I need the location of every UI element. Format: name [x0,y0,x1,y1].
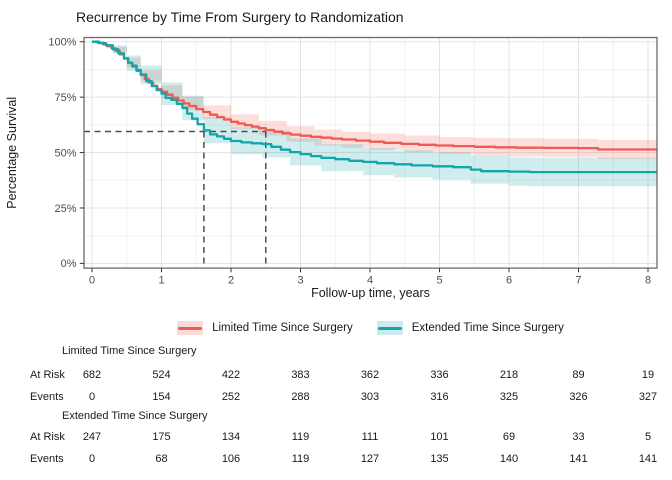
risk-row-label: At Risk [30,369,65,381]
risk-value: 154 [152,390,171,403]
chart-title: Recurrence by Time From Surgery to Rando… [76,9,404,25]
y-tick-label: 50% [54,147,76,159]
x-tick-label: 4 [367,275,373,287]
risk-value: 5 [644,431,652,443]
risk-value: 141 [638,452,658,465]
km-plot: 0 1 2 3 4 5 6 7 8 0% 25% 50% 75% 100% Follow-up time, … [5,37,658,300]
x-tick-label: 6 [506,275,512,287]
legend-line-limited-icon [178,326,203,330]
risk-value: 252 [221,390,241,403]
survival-curves [92,40,657,174]
risk-row-label: At Risk [30,431,65,443]
risk-value: 140 [499,452,519,465]
survival-curve-extended [92,40,657,174]
risk-value: 0 [88,452,96,465]
risk-value: 33 [572,431,585,443]
axes: 0 1 2 3 4 5 6 7 8 0% 25% 50% 75% 100% [48,37,651,287]
risk-value: 326 [569,390,588,403]
risk-row-label: Events [30,452,64,465]
risk-group-header: Limited Time Since Surgery [62,345,197,357]
y-tick-label: 100% [48,37,76,49]
risk-value: 101 [430,431,449,443]
legend-label-extended: Extended Time Since Surgery [411,322,564,334]
risk-value: 336 [430,369,449,381]
risk-value: 327 [638,390,658,403]
risk-value: 111 [361,431,379,443]
reference-dashed-lines [84,130,267,269]
y-tick-label: 25% [54,203,76,215]
risk-value: 68 [155,452,168,465]
legend: Limited Time Since Surgery Extended Time… [84,320,657,336]
risk-value: 119 [291,431,310,443]
confidence-band-limited [92,41,657,159]
risk-value: 19 [641,369,655,381]
x-tick-label: 3 [297,275,303,287]
risk-row-label: Events [30,390,64,403]
risk-value: 141 [569,452,588,465]
legend-label-limited: Limited Time Since Surgery [212,322,353,334]
x-tick-label: 5 [436,275,442,287]
x-axis-title: Follow-up time, years [311,286,430,300]
risk-value: 106 [221,452,241,465]
legend-line-extended-icon [377,326,402,330]
y-tick-label: 0% [61,258,77,270]
risk-value: 89 [572,369,585,381]
risk-value: 288 [291,390,310,403]
risk-value: 0 [88,390,96,403]
x-tick-label: 0 [89,275,95,287]
risk-value: 119 [291,452,310,465]
risk-value: 316 [430,390,449,403]
risk-group-header: Extended Time Since Surgery [62,409,208,422]
risk-value: 69 [502,431,516,443]
y-tick-label: 75% [54,92,76,104]
x-tick-label: 2 [228,275,234,287]
x-tick-label: 7 [575,275,581,287]
risk-value: 175 [152,431,171,443]
risk-value: 247 [82,431,102,443]
risk-value: 127 [360,452,380,465]
risk-value: 325 [499,390,519,403]
y-axis-title: Percentage Survival [5,97,19,209]
legend-key-limited-icon [177,321,204,335]
risk-value: 422 [221,369,241,381]
risk-value: 135 [430,452,449,465]
risk-value: 383 [291,369,310,381]
risk-value: 218 [499,369,519,381]
confidence-bands [92,41,657,187]
risk-value: 303 [360,390,380,403]
confidence-band-extended [92,41,657,187]
legend-key-extended-icon [376,321,403,335]
x-tick-label: 8 [645,275,651,287]
x-tick-label: 1 [158,275,164,287]
risk-value: 524 [152,369,171,381]
risk-value: 134 [221,431,241,443]
risk-value: 682 [82,369,102,381]
risk-value: 362 [360,369,380,381]
